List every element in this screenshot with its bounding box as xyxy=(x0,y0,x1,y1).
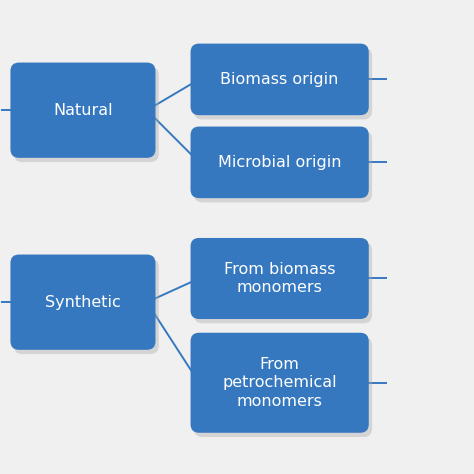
FancyBboxPatch shape xyxy=(194,131,372,202)
Text: Synthetic: Synthetic xyxy=(45,295,121,310)
Text: From biomass
monomers: From biomass monomers xyxy=(224,262,336,295)
Text: Microbial origin: Microbial origin xyxy=(218,155,341,170)
FancyBboxPatch shape xyxy=(191,238,369,319)
Text: Natural: Natural xyxy=(53,103,113,118)
FancyBboxPatch shape xyxy=(191,127,369,198)
Text: From
petrochemical
monomers: From petrochemical monomers xyxy=(222,356,337,409)
FancyBboxPatch shape xyxy=(14,67,159,162)
FancyBboxPatch shape xyxy=(194,337,372,437)
FancyBboxPatch shape xyxy=(194,48,372,119)
FancyBboxPatch shape xyxy=(10,63,155,158)
Text: Biomass origin: Biomass origin xyxy=(220,72,339,87)
FancyBboxPatch shape xyxy=(10,255,155,350)
FancyBboxPatch shape xyxy=(191,333,369,433)
FancyBboxPatch shape xyxy=(14,259,159,354)
FancyBboxPatch shape xyxy=(191,44,369,115)
FancyBboxPatch shape xyxy=(194,242,372,323)
